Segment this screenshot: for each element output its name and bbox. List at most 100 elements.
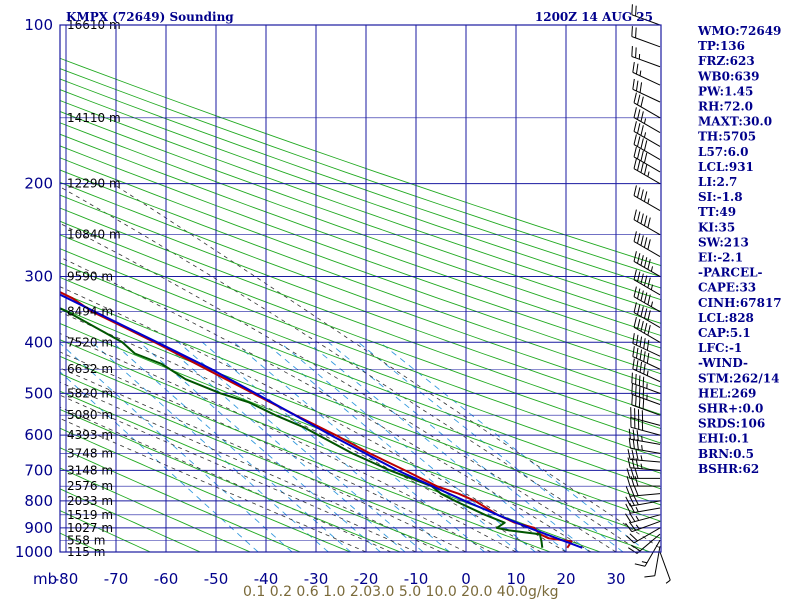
temperature-tick-label: -70 [104, 570, 129, 588]
wind-barb [631, 394, 661, 416]
index-entry: KI:35 [698, 220, 735, 234]
wind-barb [630, 416, 661, 436]
wind-barb [626, 476, 660, 487]
temperature-tick-label: -80 [54, 570, 79, 588]
pressure-tick-label: 1000 [15, 543, 53, 561]
wind-barbs [625, 4, 671, 584]
mixing-ratio-line [112, 341, 352, 552]
height-label: 9590 m [67, 269, 113, 283]
index-entry: CAPE:33 [698, 281, 756, 295]
wind-barb [633, 107, 661, 134]
dry-adiabat [60, 122, 661, 337]
temperature-tick-label: -60 [154, 570, 179, 588]
height-label: 12290 m [67, 177, 121, 191]
wind-barb [633, 317, 661, 343]
dry-adiabat [60, 100, 661, 312]
wind-barb [659, 551, 671, 584]
mixing-ratio-lines [60, 341, 648, 552]
index-entry: SHR+:0.0 [698, 402, 763, 416]
index-entry: CAP:5.1 [698, 326, 751, 340]
dry-adiabat [60, 207, 661, 430]
moist-adiabat [60, 351, 492, 552]
temperature-tick-label: -50 [204, 570, 229, 588]
index-entry: LCL:931 [698, 160, 754, 174]
wind-barb [633, 185, 661, 212]
index-entry: LI:2.7 [698, 175, 737, 189]
wind-barb [625, 512, 661, 524]
index-entry: SW:213 [698, 235, 749, 249]
height-label: 4393 m [67, 428, 113, 442]
plot-frame [59, 24, 662, 553]
wind-barb [644, 546, 661, 578]
index-entry: TH:5705 [698, 130, 756, 144]
dry-adiabat [60, 145, 661, 362]
wind-barb [633, 121, 661, 147]
moist-adiabat [60, 394, 417, 552]
dry-adiabat [60, 157, 661, 375]
wind-barb [632, 358, 661, 383]
temperature-tick-label: 10 [506, 570, 525, 588]
index-entry: TT:49 [698, 205, 736, 219]
dewpoint-profile [60, 307, 544, 548]
grid-lines [60, 25, 661, 552]
wind-barb [625, 495, 661, 507]
height-label: 14110 m [67, 111, 121, 125]
wind-barb [632, 78, 661, 103]
temperature-tick-label: -40 [254, 570, 279, 588]
moist-adiabat [112, 183, 661, 550]
dry-adiabat [60, 248, 661, 474]
wind-barb [633, 146, 661, 173]
index-entry: SRDS:106 [698, 417, 765, 431]
index-entry: -WIND- [698, 356, 748, 370]
index-entry: MAXT:30.0 [698, 115, 772, 129]
dry-adiabat [60, 133, 661, 349]
wind-barb [625, 485, 661, 497]
temperature-tick-label: 0 [461, 570, 471, 588]
index-entry: WB0:639 [697, 69, 759, 83]
mixing-ratio-line [264, 341, 519, 552]
index-entry: EI:-2.1 [698, 251, 743, 265]
index-entry: LCL:828 [698, 311, 754, 325]
wind-barb [633, 302, 661, 328]
mixing-ratio-line [307, 341, 567, 552]
wind-barb [625, 520, 661, 533]
index-entry: LFC:-1 [698, 341, 742, 355]
dry-adiabat [60, 169, 661, 388]
index-entry: L57:6.0 [698, 145, 748, 159]
wind-barb [628, 428, 661, 445]
dry-adiabat [60, 220, 661, 444]
moist-adiabat [60, 406, 392, 552]
index-entry: CINH:67817 [698, 296, 782, 310]
height-label: 558 m [67, 533, 105, 547]
temperature-tick-label: -10 [404, 570, 429, 588]
height-label: 1027 m [67, 521, 113, 535]
height-label: 2576 m [67, 479, 113, 493]
wind-barb [632, 333, 661, 357]
index-entry: EHI:0.1 [698, 432, 749, 446]
height-label: 3148 m [67, 463, 113, 477]
pressure-tick-label: 900 [24, 519, 53, 537]
wind-barb [633, 286, 661, 313]
moist-adiabat [60, 186, 642, 552]
wind-barb [631, 46, 661, 68]
pressure-tick-label: 800 [24, 492, 53, 510]
wind-barb [626, 527, 661, 544]
wind-barb [633, 92, 661, 119]
moist-adiabat [60, 367, 467, 552]
dry-adiabat [60, 194, 661, 415]
wind-barb [633, 251, 661, 277]
index-entry: FRZ:623 [698, 54, 755, 68]
wind-barb [632, 61, 661, 86]
dry-adiabat [60, 89, 661, 301]
mixing-ratio-tick-labels: 0.1 0.2 0.6 1.0 2.03.0 5.0 10.0 20.0 40.… [243, 584, 559, 600]
wind-barb [633, 231, 661, 257]
profile-lines [60, 290, 583, 549]
mixing-ratio-line [60, 371, 259, 552]
index-entry: -PARCEL- [698, 266, 763, 280]
wind-barb [631, 372, 661, 394]
height-label: 1519 m [67, 508, 113, 522]
wind-barb [631, 4, 661, 26]
height-label: 2033 m [67, 494, 113, 508]
